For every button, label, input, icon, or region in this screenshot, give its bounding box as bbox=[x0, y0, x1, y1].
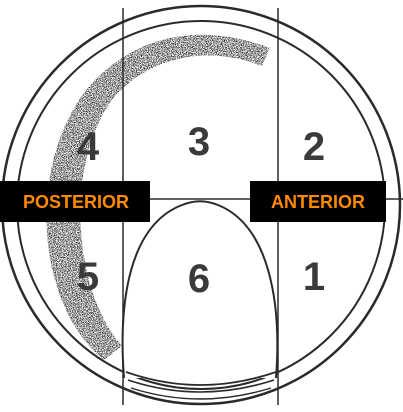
zone-5-label: 5 bbox=[77, 255, 99, 299]
zone-4-label: 4 bbox=[77, 125, 100, 169]
zone-6-label: 6 bbox=[188, 257, 210, 301]
arch-base-line-1 bbox=[125, 371, 277, 386]
anterior-tag-background bbox=[250, 181, 386, 222]
posterior-tag-background bbox=[0, 181, 150, 222]
zone-3-label: 3 bbox=[188, 120, 210, 164]
posterior-label: POSTERIOR bbox=[23, 192, 129, 212]
anterior-label: ANTERIOR bbox=[271, 192, 365, 212]
posterior-tag: POSTERIOR bbox=[0, 181, 150, 222]
arch-outline bbox=[121, 200, 279, 379]
anterior-tag: ANTERIOR bbox=[250, 181, 386, 222]
arch-base-line-2 bbox=[127, 379, 275, 393]
zone-1-label: 1 bbox=[303, 255, 325, 299]
arch-base-line-3 bbox=[130, 387, 272, 400]
zone-2-label: 2 bbox=[303, 125, 325, 169]
